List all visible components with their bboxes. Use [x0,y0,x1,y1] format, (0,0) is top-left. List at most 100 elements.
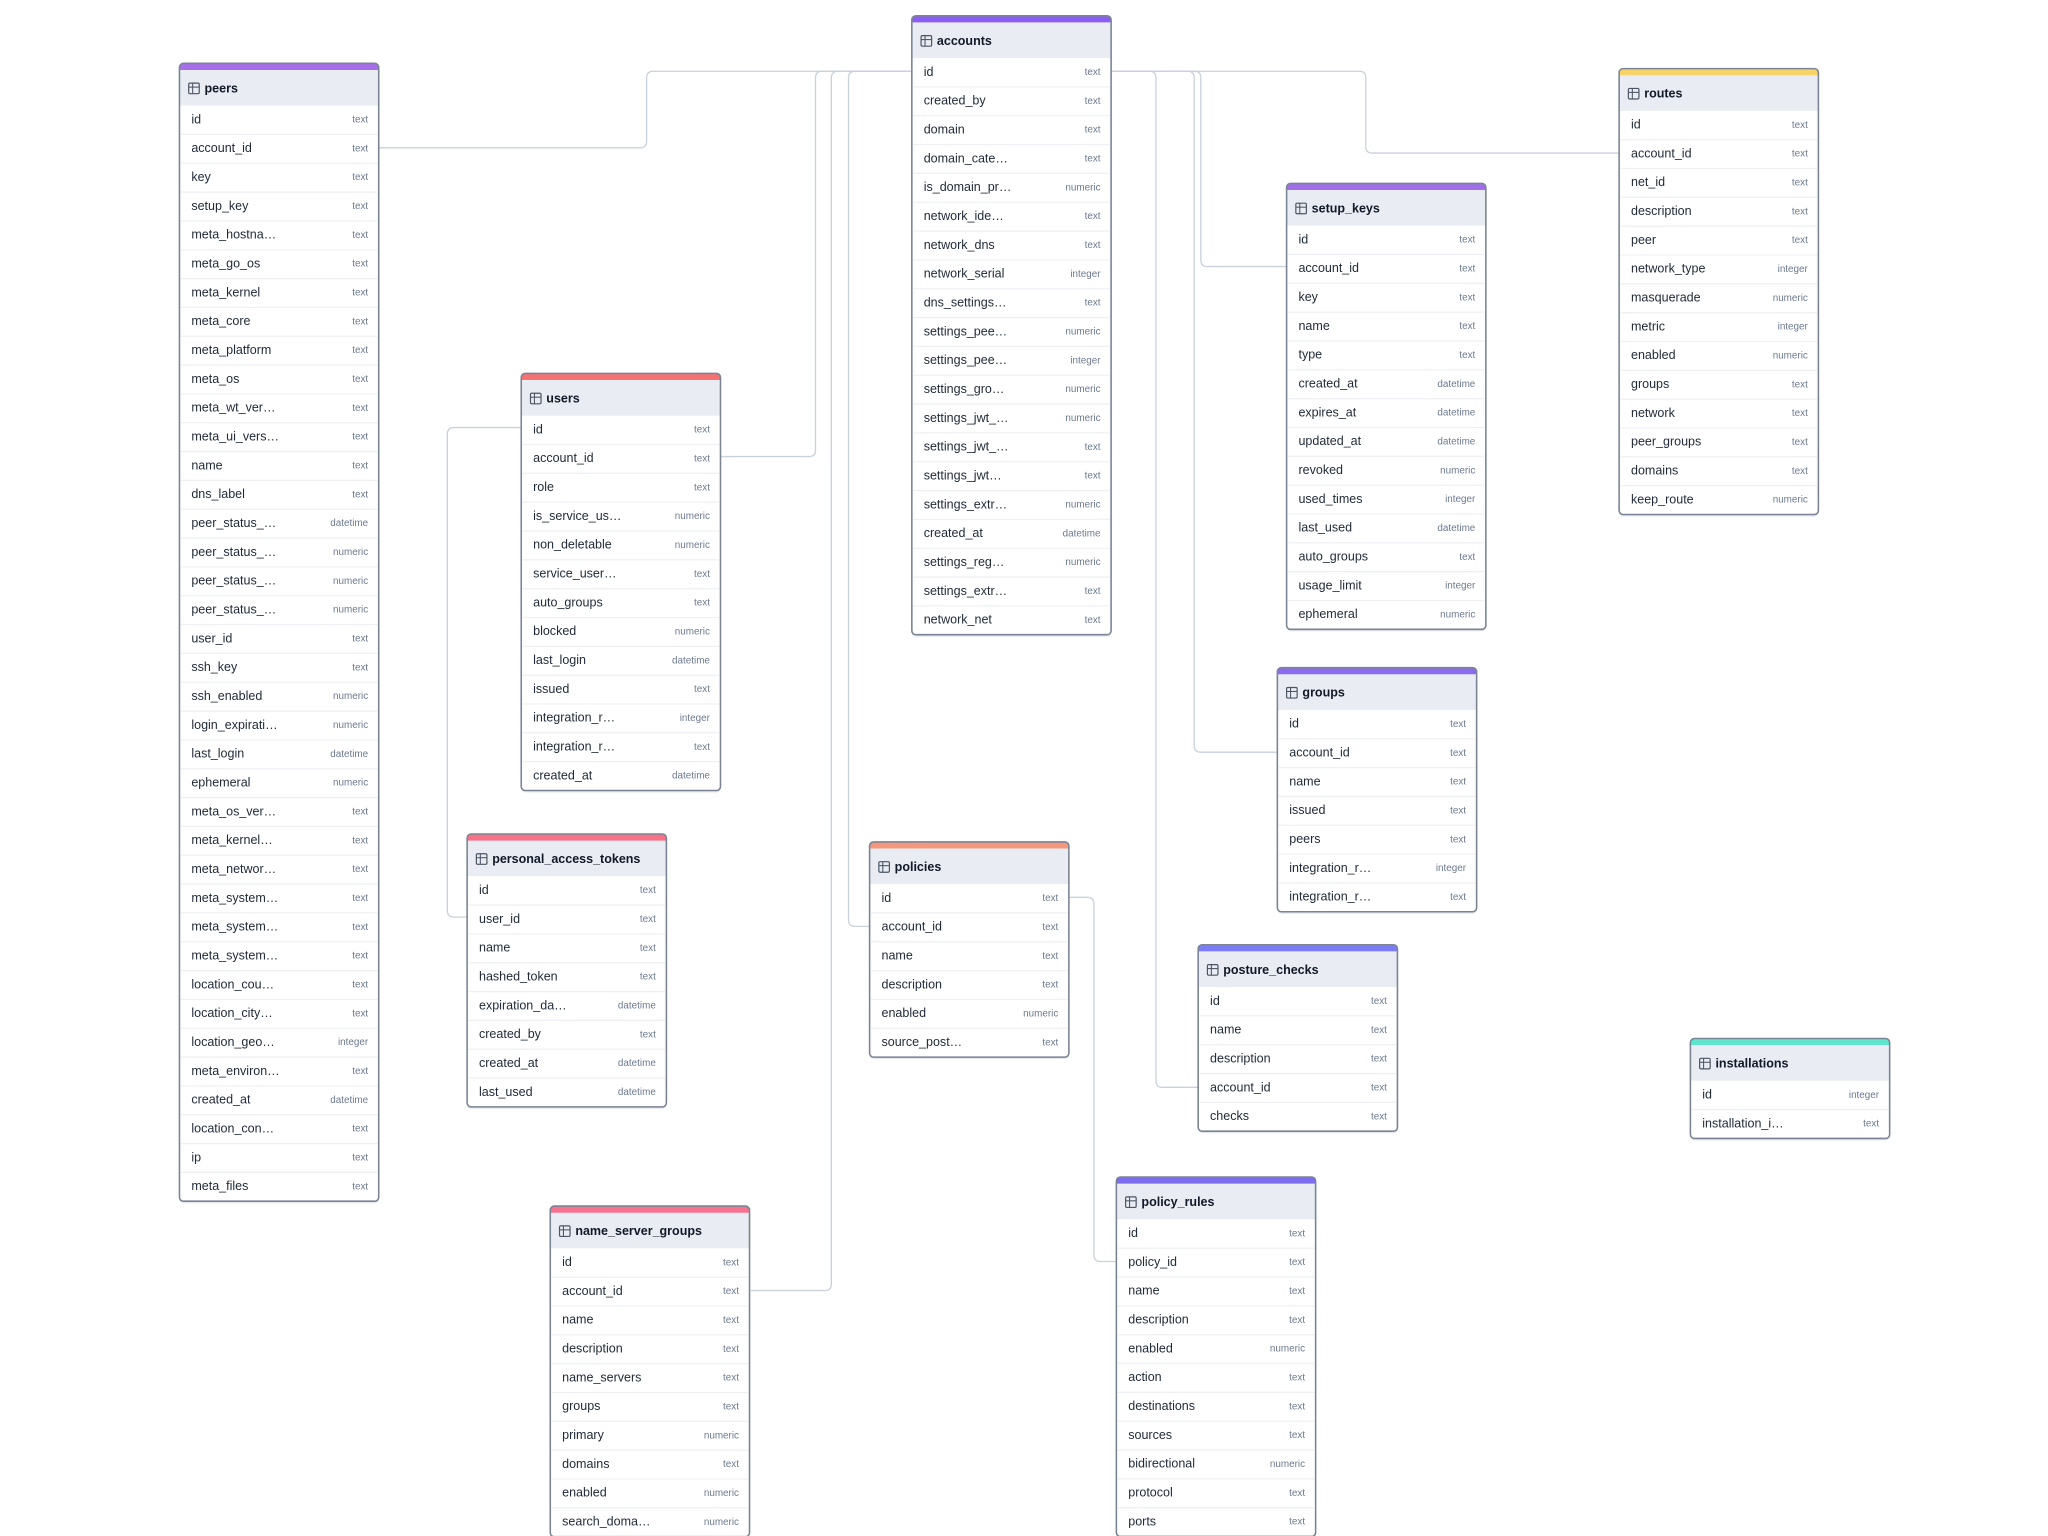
column-type: integer [1778,322,1809,333]
table-accent [1116,1177,1316,1184]
column-type: text [1459,552,1475,563]
column-name: enabled [881,1006,926,1020]
table-body [911,15,1112,635]
column-name: settings_jwt_… [924,440,1009,454]
column-name: key [191,170,211,184]
column-name: updated_at [1298,434,1361,448]
connector [1111,70,1278,753]
column-type: text [1450,719,1466,730]
table-header [1116,1181,1316,1220]
table-border [466,833,668,1108]
column-name: integration_r… [533,711,615,725]
column-type: text [352,807,368,818]
column-name: settings_gro… [924,382,1005,396]
column-type: text [694,454,710,465]
column-type: numeric [1270,1344,1305,1355]
column-type: numeric [1023,1008,1058,1019]
column-type: text [352,835,368,846]
column-type: text [352,980,368,991]
column-name: installation_i… [1702,1116,1783,1130]
column-type: text [1042,893,1058,904]
column-type: datetime [672,655,710,666]
column-name: is_domain_pr… [924,180,1012,194]
column-name: id [1702,1087,1712,1101]
table-body [179,63,379,1202]
column-type: text [1289,1372,1305,1383]
column-name: name [1128,1284,1159,1298]
column-name: meta_core [191,314,250,328]
column-type: datetime [672,771,710,782]
table-icon [1286,686,1298,699]
column-type: text [1450,892,1466,903]
column-type: datetime [330,749,368,760]
column-name: peer [1631,233,1656,247]
column-type: text [694,425,710,436]
table-title: users [546,391,579,405]
column-name: ssh_enabled [191,689,262,703]
column-type: integer [1070,269,1101,280]
column-name: auto_groups [1298,550,1368,564]
column-name: account_id [1210,1080,1271,1094]
column-name: created_at [1298,377,1358,391]
table-accent [1690,1038,1890,1046]
table-accent [1198,944,1398,952]
column-name: id [533,422,543,436]
column-name: id [881,891,891,905]
column-name: type [1298,348,1322,362]
table-title: groups [1302,686,1344,700]
column-name: peers [1289,832,1320,846]
column-type: numeric [333,720,368,731]
column-type: text [1371,1054,1387,1065]
column-type: text [1085,240,1101,251]
table-accent [1277,667,1477,675]
column-type: datetime [1437,379,1475,390]
table-body [467,833,667,1107]
table-accent [1286,183,1486,191]
table-header [911,19,1112,59]
column-type: text [352,1008,368,1019]
column-type: text [352,634,368,645]
column-name: peer_status_… [191,516,276,530]
column-name: ip [191,1150,201,1164]
column-type: numeric [1440,610,1475,621]
column-type: text [1459,292,1475,303]
column-name: revoked [1298,463,1343,477]
column-type: text [1450,748,1466,759]
column-name: id [1289,717,1299,731]
column-type: numeric [1065,384,1100,395]
column-name: role [533,480,554,494]
column-type: numeric [675,540,710,551]
column-name: metric [1631,319,1665,333]
column-name: settings_jwt_… [924,411,1009,425]
column-name: checks [1210,1109,1249,1123]
column-type: text [352,201,368,212]
column-type: text [1085,586,1101,597]
column-name: integration_r… [1289,861,1371,875]
column-name: id [479,883,489,897]
column-name: key [1298,290,1318,304]
column-name: id [1631,118,1641,132]
table-border [549,1205,751,1536]
column-type: text [1289,1488,1305,1499]
column-type: text [352,374,368,385]
column-name: net_id [1631,175,1665,189]
column-name: id [1128,1226,1138,1240]
column-name: meta_environ… [191,1064,279,1078]
table-header [1286,187,1486,226]
column-type: text [352,259,368,270]
column-name: source_post… [881,1035,962,1049]
column-type: text [723,1373,739,1384]
column-name: account_id [1289,746,1350,760]
column-type: text [1085,96,1101,107]
column-type: text [1085,125,1101,136]
column-name: meta_go_os [191,256,260,270]
column-type: numeric [1773,495,1808,506]
column-name: primary [562,1428,604,1442]
column-type: datetime [618,1087,656,1098]
column-type: text [1459,350,1475,361]
column-type: numeric [1065,327,1100,338]
